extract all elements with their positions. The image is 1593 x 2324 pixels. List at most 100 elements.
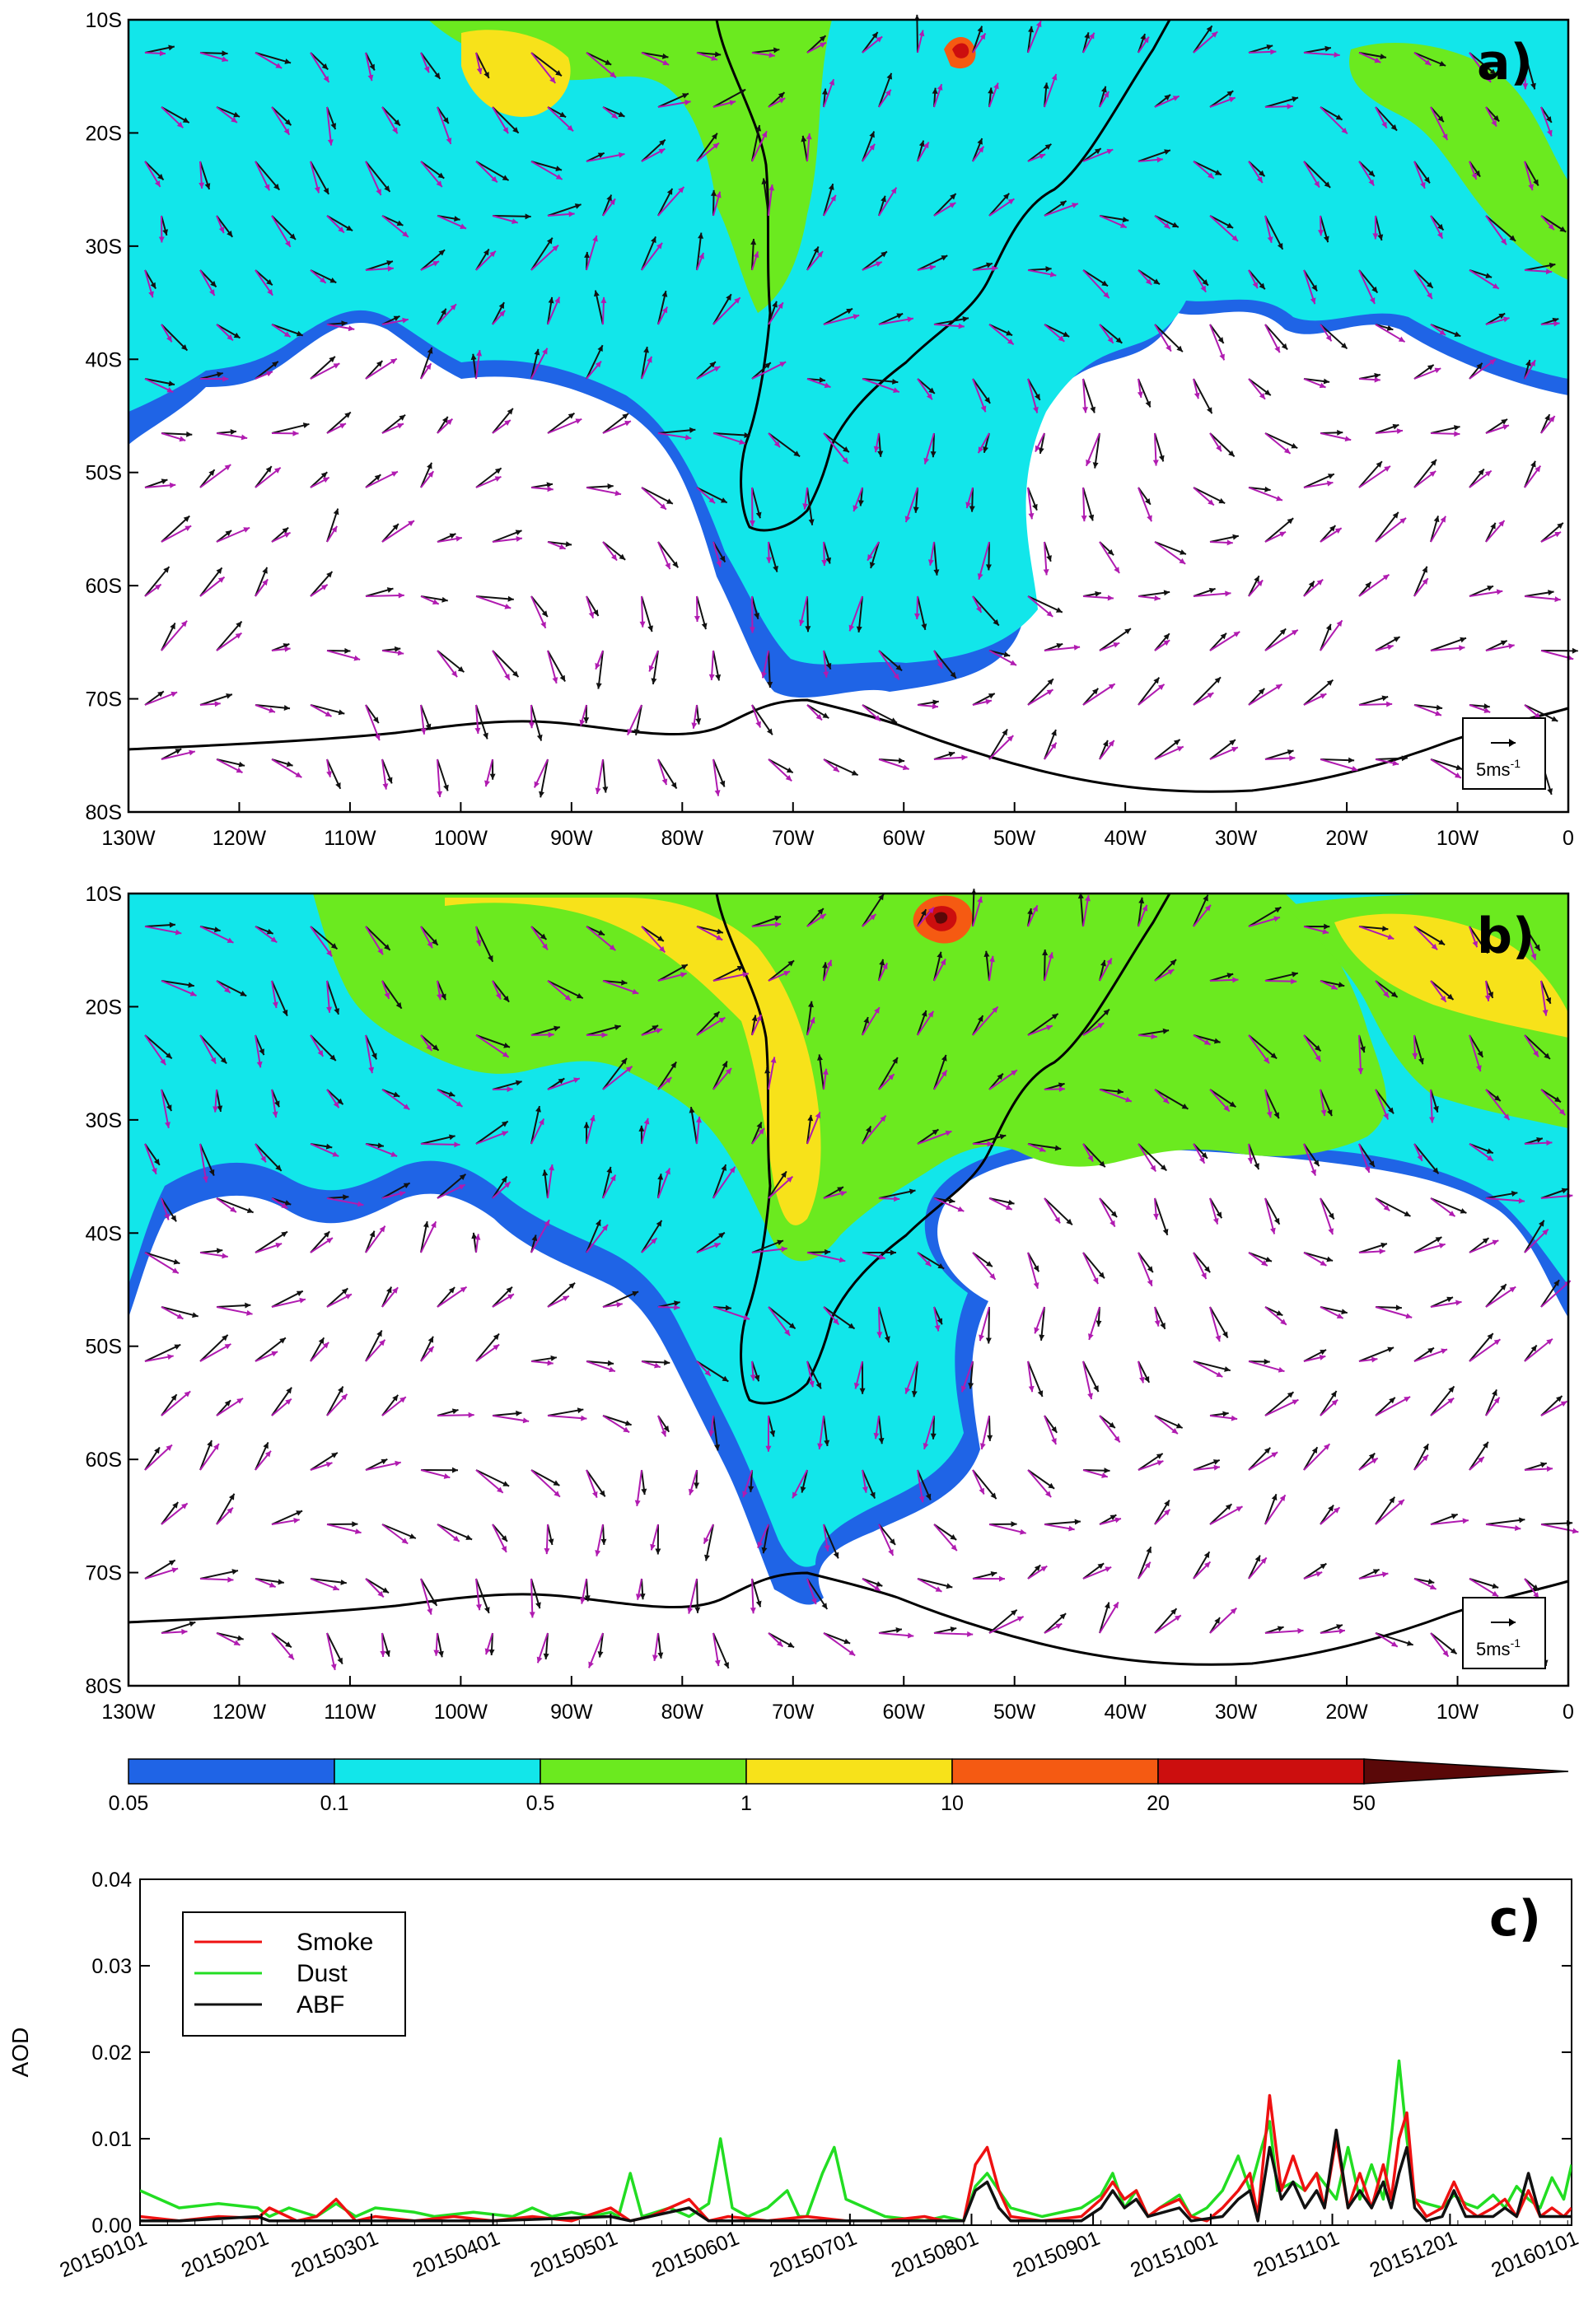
wind-vector-head — [281, 1231, 288, 1238]
wind-vector-head — [345, 1294, 352, 1300]
wind-vector-head — [484, 780, 490, 787]
wind-vector — [1485, 1524, 1521, 1530]
wind-vector-head — [661, 306, 668, 314]
wind-vector — [1413, 1348, 1448, 1362]
wind-vector-head — [1283, 447, 1291, 454]
wind-vector-head — [1035, 394, 1040, 400]
wind-vector-head — [602, 786, 609, 793]
wind-vector-head — [169, 922, 175, 928]
wind-vector-head — [1224, 1366, 1231, 1372]
wind-vector-head — [1546, 1338, 1553, 1345]
map-b-frame — [127, 892, 1570, 1687]
wind-vector-head — [544, 1220, 549, 1227]
wind-vector-head — [1228, 450, 1235, 457]
wind-vector-head — [932, 1129, 939, 1136]
wind-vector-head — [825, 662, 832, 670]
wind-vector-head — [217, 371, 223, 378]
wind-vector-head — [536, 1656, 543, 1664]
wind-vector-head — [1438, 939, 1446, 945]
wind-vector-head — [1551, 716, 1558, 721]
wind-vector-head — [870, 1491, 876, 1499]
wind-vector-head — [1328, 1212, 1334, 1220]
wind-vector-head — [742, 972, 749, 978]
wind-vector-head — [256, 1061, 263, 1068]
map-b-contour-1 — [445, 898, 821, 1225]
wind-vector-head — [606, 194, 612, 202]
wind-vector-head — [320, 277, 326, 283]
wind-vector-head — [1276, 495, 1282, 502]
wind-vector — [144, 1252, 180, 1274]
wind-vector — [588, 1632, 604, 1668]
wind-vector-head — [1270, 1052, 1278, 1059]
wind-vector-head — [1380, 1242, 1387, 1248]
wind-vector-head — [651, 236, 656, 244]
map-lon-tick-label: 80W — [661, 1701, 704, 1724]
wind-vector-head — [1099, 1160, 1105, 1168]
wind-vector-head — [583, 1122, 590, 1128]
wind-vector-head — [1170, 959, 1176, 966]
map-lon-tick-label: 90W — [550, 1701, 593, 1724]
wind-vector — [1082, 487, 1094, 521]
wind-vector-head — [756, 1015, 762, 1021]
wind-vector-head — [210, 1057, 217, 1064]
wind-vector-head — [619, 553, 626, 560]
wind-vector-head — [353, 655, 361, 661]
map-lon-tick-label: 10W — [1437, 1701, 1479, 1724]
wind-vector-head — [1371, 1458, 1378, 1464]
wind-vector-head — [713, 1243, 721, 1248]
wind-vector-head — [680, 964, 688, 970]
wind-vector-head — [1381, 1571, 1389, 1578]
wind-vector — [1430, 1519, 1469, 1525]
wind-vector — [530, 348, 549, 380]
wind-vector-head — [808, 519, 815, 525]
wind-vector — [1469, 269, 1500, 290]
wind-vector-head — [1544, 414, 1550, 421]
wind-vector-head — [1494, 1094, 1501, 1101]
wind-vector-head — [295, 772, 302, 778]
wind-vector-head — [1163, 222, 1170, 229]
wind-vector-head — [266, 278, 273, 286]
wind-vector-head — [1264, 390, 1271, 396]
wind-vector-head — [1553, 320, 1560, 327]
wind-vector-head — [385, 1650, 390, 1657]
wind-vector-head — [562, 1295, 569, 1302]
wind-vector — [696, 232, 703, 271]
wind-vector — [806, 595, 810, 632]
wind-vector-head — [536, 734, 543, 741]
wind-vector-head — [224, 1400, 231, 1407]
wind-vector-head — [369, 1230, 376, 1238]
wind-vector-head — [1090, 406, 1095, 413]
wind-vector-head — [1427, 282, 1433, 288]
wind-vector — [255, 1337, 287, 1362]
wind-vector — [1320, 1197, 1334, 1235]
wind-vector-head — [266, 928, 273, 935]
wind-vector-head — [1383, 1204, 1390, 1211]
wind-vector-head — [784, 1329, 791, 1336]
wind-vector-head — [893, 387, 899, 393]
wind-vector-head — [716, 935, 723, 940]
wind-vector-head — [269, 707, 275, 713]
wind-vector-head — [1172, 96, 1180, 101]
wind-vector — [161, 1621, 196, 1634]
wind-vector-head — [1032, 905, 1038, 912]
wind-vector-head — [180, 1503, 188, 1510]
wind-vector-head — [1066, 1218, 1072, 1225]
wind-vector-head — [1387, 644, 1394, 651]
wind-vector-head — [768, 184, 775, 191]
wind-vector-head — [985, 564, 992, 571]
wind-vector-head — [856, 626, 862, 632]
wind-vector — [144, 1444, 173, 1471]
wind-vector-head — [1386, 324, 1394, 331]
wind-vector-head — [869, 914, 876, 921]
wind-vector-head — [516, 1410, 522, 1416]
wind-vector-head — [623, 1426, 630, 1433]
wind-vector-head — [1114, 1435, 1120, 1443]
wind-vector — [216, 526, 250, 543]
wind-vector-head — [1263, 1057, 1269, 1064]
wind-vector — [1264, 517, 1294, 543]
map-b-contour-1-east — [1334, 913, 1568, 1038]
wind-vector-head — [739, 89, 746, 96]
wind-vector — [768, 650, 771, 688]
wind-vector-head — [950, 671, 956, 679]
wind-vector-head — [1277, 1626, 1284, 1632]
